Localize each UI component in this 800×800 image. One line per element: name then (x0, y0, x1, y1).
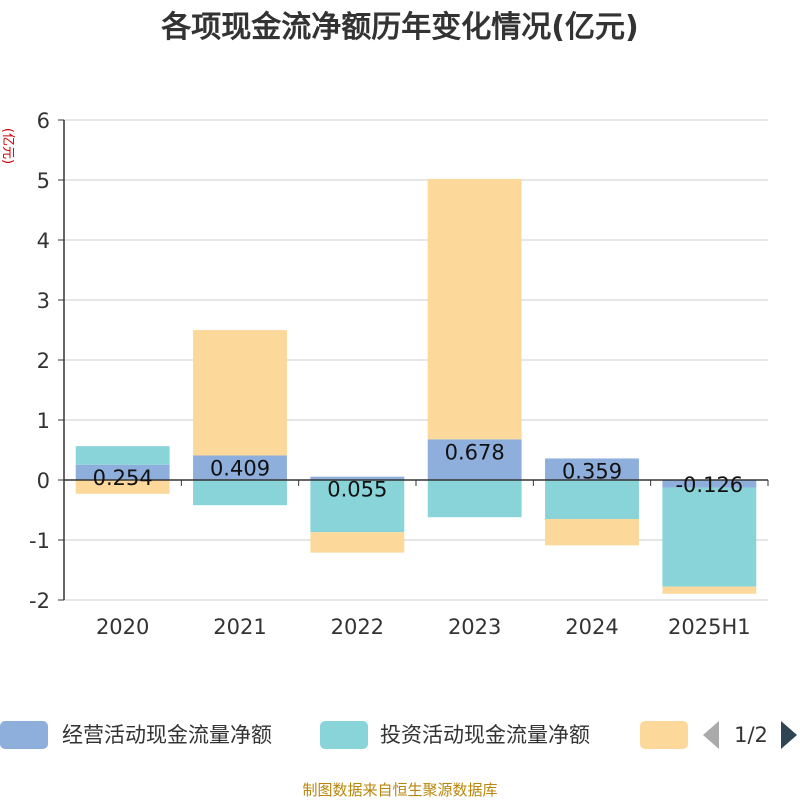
y-axis-unit: (亿元) (0, 128, 15, 164)
x-tick-label: 2023 (448, 615, 501, 639)
bar-s1-2020 (75, 464, 170, 480)
y-tick-labels: 6 5 4 3 2 1 0 -1 -2 (29, 109, 50, 613)
x-tick-label: 2024 (565, 615, 618, 639)
bar-s1-2024 (545, 458, 639, 480)
bars (75, 178, 757, 594)
y-tick-label: 1 (37, 409, 50, 433)
source-note: 制图数据来自恒生聚源数据库 (302, 781, 497, 799)
bar-s2-2021 (193, 480, 287, 506)
legend-prev-arrow-icon[interactable] (703, 721, 719, 749)
data-label: -0.126 (675, 473, 743, 497)
data-label: 0.254 (93, 466, 153, 490)
axes (58, 119, 769, 601)
bar-s2-2020 (75, 446, 170, 465)
legend-label: 投资活动现金流量净额 (380, 723, 590, 747)
legend-swatch (320, 721, 368, 749)
legend-next-arrow-icon[interactable] (781, 721, 797, 749)
data-label: 0.678 (445, 440, 505, 464)
bar-s2-2022 (310, 480, 405, 533)
y-tick-label: 4 (37, 229, 50, 253)
bar-s3-2021 (193, 330, 287, 456)
bar-s2-2023 (427, 480, 522, 518)
bar-s1-2025H1 (662, 480, 757, 488)
bar-s3-2024 (545, 519, 639, 546)
legend-label: 经营活动现金流量净额 (62, 723, 272, 747)
x-tick-label: 2025H1 (668, 615, 751, 639)
data-labels: 0.254 0.409 0.055 0.678 0.359 -0.126 (93, 440, 744, 501)
bar-s2-2025H1 (662, 487, 757, 587)
bar-s3-2025H1 (662, 586, 757, 594)
bar-s3-2020 (75, 480, 170, 494)
data-label: 0.359 (562, 459, 622, 483)
legend-swatch (640, 721, 688, 749)
x-tick-label: 2020 (96, 615, 149, 639)
y-tick-label: 3 (37, 289, 50, 313)
legend-pager: 1/2 (703, 721, 797, 749)
y-tick-label: 2 (37, 349, 50, 373)
bar-s1-2022 (310, 476, 405, 480)
y-tick-label: -1 (29, 529, 50, 553)
x-tick-labels: 2020 2021 2022 2023 2024 2025H1 (96, 615, 751, 639)
data-label: 0.409 (210, 456, 270, 480)
bar-s1-2021 (193, 455, 287, 480)
bar-s3-2022 (310, 532, 405, 553)
bar-s2-2024 (545, 480, 639, 519)
x-tick-label: 2021 (213, 615, 266, 639)
y-tick-label: 5 (37, 169, 50, 193)
y-tick-label: 0 (37, 469, 50, 493)
chart-title: 各项现金流净额历年变化情况(亿元) (160, 10, 638, 45)
legend: 经营活动现金流量净额 投资活动现金流量净额 (0, 721, 688, 749)
y-tick-label: -2 (29, 589, 50, 613)
legend-swatch (0, 721, 48, 749)
bar-s1-2023 (427, 439, 522, 480)
bar-s3-2023 (427, 178, 522, 440)
legend-page-indicator: 1/2 (734, 723, 768, 747)
y-tick-label: 6 (37, 109, 50, 133)
data-label: 0.055 (327, 478, 387, 502)
x-tick-label: 2022 (331, 615, 384, 639)
